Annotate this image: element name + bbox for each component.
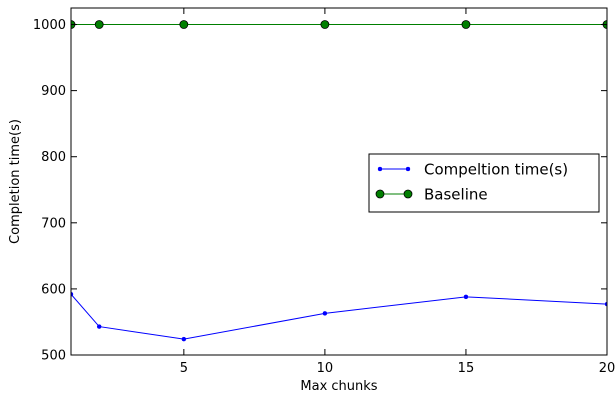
y-tick-label: 600 [41,282,66,297]
legend: Compeltion time(s) Baseline [368,153,600,213]
series-1-point [96,324,102,329]
legend-label: Compeltion time(s) [424,161,568,179]
legend-swatch-marker [375,189,385,199]
y-tick-label: 700 [41,216,66,231]
legend-label: Baseline [424,186,488,204]
series-2-point [320,20,330,29]
plot-frame [70,7,608,356]
legend-swatch-marker [405,166,411,172]
series-2-point [461,20,471,29]
series-1-point [322,311,328,316]
plot-marks [71,20,607,342]
x-axis-label: Max chunks [300,379,377,394]
x-tick-label: 20 [599,361,615,376]
legend-box [368,153,600,213]
series-1-point [463,294,469,300]
series-1 [71,291,607,342]
series-2-point [179,20,189,29]
x-tick-label: 15 [458,361,475,376]
series-1-point [181,336,187,342]
y-tick-label: 800 [41,150,66,165]
series-2 [71,20,607,29]
x-tick-label: 10 [317,361,334,376]
legend-swatch-marker [403,189,413,199]
y-tick-label: 500 [41,349,66,364]
x-tick-label: 5 [180,361,188,376]
series-2-point [94,20,104,29]
legend-swatch-marker [377,166,383,172]
axis-ticks: 5 10 15 20 500 600 700 800 900 1000 [33,8,615,376]
series-1-line [71,293,607,340]
y-tick-label: 1000 [33,18,66,33]
y-axis-label: Completion time(s) [8,119,23,244]
y-tick-label: 900 [41,84,66,99]
